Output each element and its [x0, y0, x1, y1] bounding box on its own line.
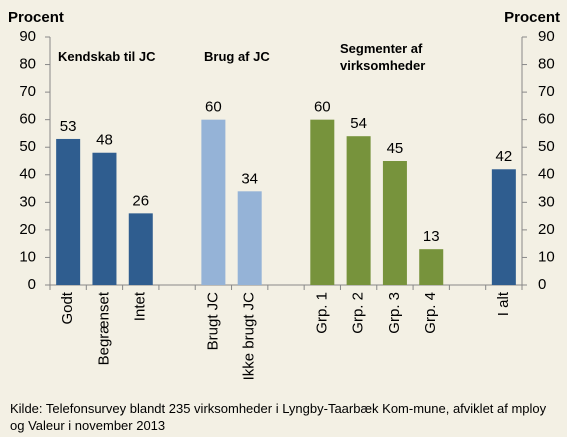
y-axis-label: Procent: [8, 9, 64, 26]
value-label: 60: [314, 99, 331, 116]
value-label: 45: [387, 140, 404, 157]
bar: [92, 152, 117, 285]
y-tick-label: 10: [19, 248, 36, 265]
y-tick-label: 60: [19, 111, 36, 128]
y2-tick-label: 40: [538, 166, 555, 183]
annotation: Segmenter af virksomheder: [340, 41, 426, 73]
bar: [201, 119, 226, 286]
y-tick-label: 0: [28, 276, 36, 293]
y-tick-label: 70: [19, 83, 36, 100]
value-label: 54: [350, 115, 367, 132]
x-tick-label: Godt: [59, 291, 76, 324]
value-label: 60: [205, 99, 222, 116]
y2-tick-label: 60: [538, 111, 555, 128]
value-label: 48: [96, 132, 113, 149]
y2-tick-label: 50: [538, 138, 555, 155]
value-label: 34: [241, 170, 258, 187]
y2-axis-label: Procent: [504, 9, 560, 26]
x-tick-label: Grp. 4: [422, 292, 439, 334]
bar: [310, 119, 335, 286]
y2-tick-label: 10: [538, 248, 555, 265]
bar: [237, 191, 262, 285]
y2-tick-label: 90: [538, 28, 555, 45]
bar: [382, 161, 407, 285]
y2-tick-label: 80: [538, 56, 555, 73]
bar: [128, 213, 153, 285]
y-tick-label: 50: [19, 138, 36, 155]
x-tick-label: I alt: [495, 291, 512, 316]
annotation: Kendskab til JC: [58, 49, 156, 64]
source-note: Kilde: Telefonsurvey blandt 235 virksomh…: [10, 401, 547, 433]
x-tick-label: Brugt JC: [204, 292, 221, 351]
x-tick-label: Grp. 2: [350, 292, 367, 334]
y-tick-label: 40: [19, 166, 36, 183]
y2-tick-label: 20: [538, 221, 555, 238]
value-label: 53: [60, 118, 77, 135]
x-tick-label: Ikke brugt JC: [241, 292, 258, 381]
bar: [491, 169, 516, 285]
y-tick-label: 90: [19, 28, 36, 45]
bar: [419, 249, 444, 285]
y2-tick-label: 0: [538, 276, 546, 293]
y2-tick-label: 70: [538, 83, 555, 100]
y-tick-label: 20: [19, 221, 36, 238]
y2-tick-label: 30: [538, 193, 555, 210]
x-tick-label: Grp. 3: [386, 292, 403, 334]
y-tick-label: 80: [19, 56, 36, 73]
value-label: 42: [496, 148, 513, 165]
x-tick-label: Intet: [132, 291, 149, 321]
bar: [346, 136, 371, 285]
y-tick-label: 30: [19, 193, 36, 210]
bar: [56, 138, 81, 285]
x-tick-label: Begrænset: [95, 291, 112, 365]
value-label: 13: [423, 228, 440, 245]
annotation: Brug af JC: [204, 49, 270, 64]
x-tick-label: Grp. 1: [313, 292, 330, 334]
value-label: 26: [132, 192, 149, 209]
